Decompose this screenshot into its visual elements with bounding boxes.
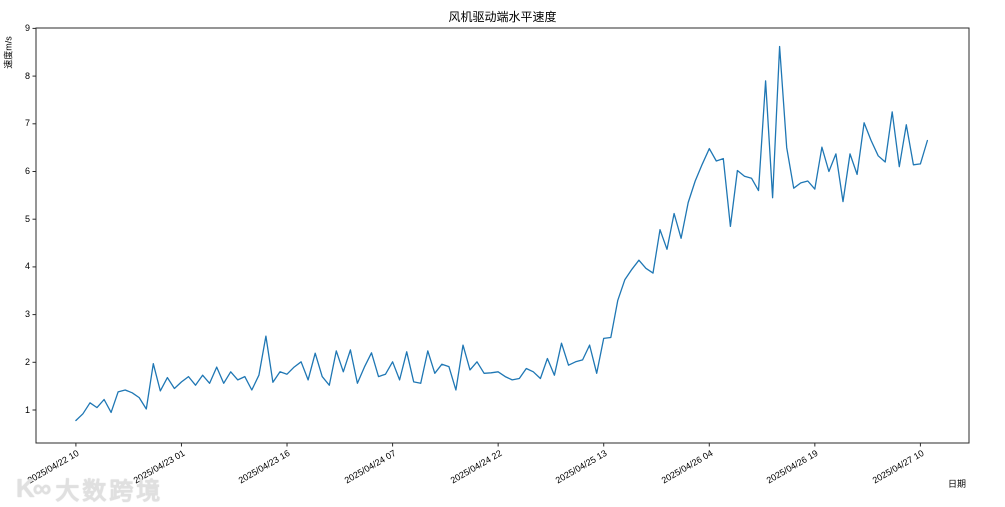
y-tick-label: 5	[24, 213, 30, 224]
axis-tick-marks	[32, 27, 921, 447]
speed-series-line	[75, 45, 929, 422]
y-tick-label: 4	[24, 261, 30, 272]
y-tick-label: 9	[24, 22, 30, 33]
y-tick-label: 6	[24, 166, 30, 176]
x-axis-label: 日期	[948, 479, 967, 489]
y-tick-label: 1	[24, 404, 30, 415]
y-tick-label: 2	[24, 356, 30, 367]
y-tick-label: 7	[24, 118, 30, 129]
y-tick-label: 3	[24, 309, 30, 320]
y-tick-label: 8	[24, 70, 30, 81]
plot-border	[35, 27, 970, 444]
chart-title: 风机驱动端水平速度	[448, 10, 557, 24]
